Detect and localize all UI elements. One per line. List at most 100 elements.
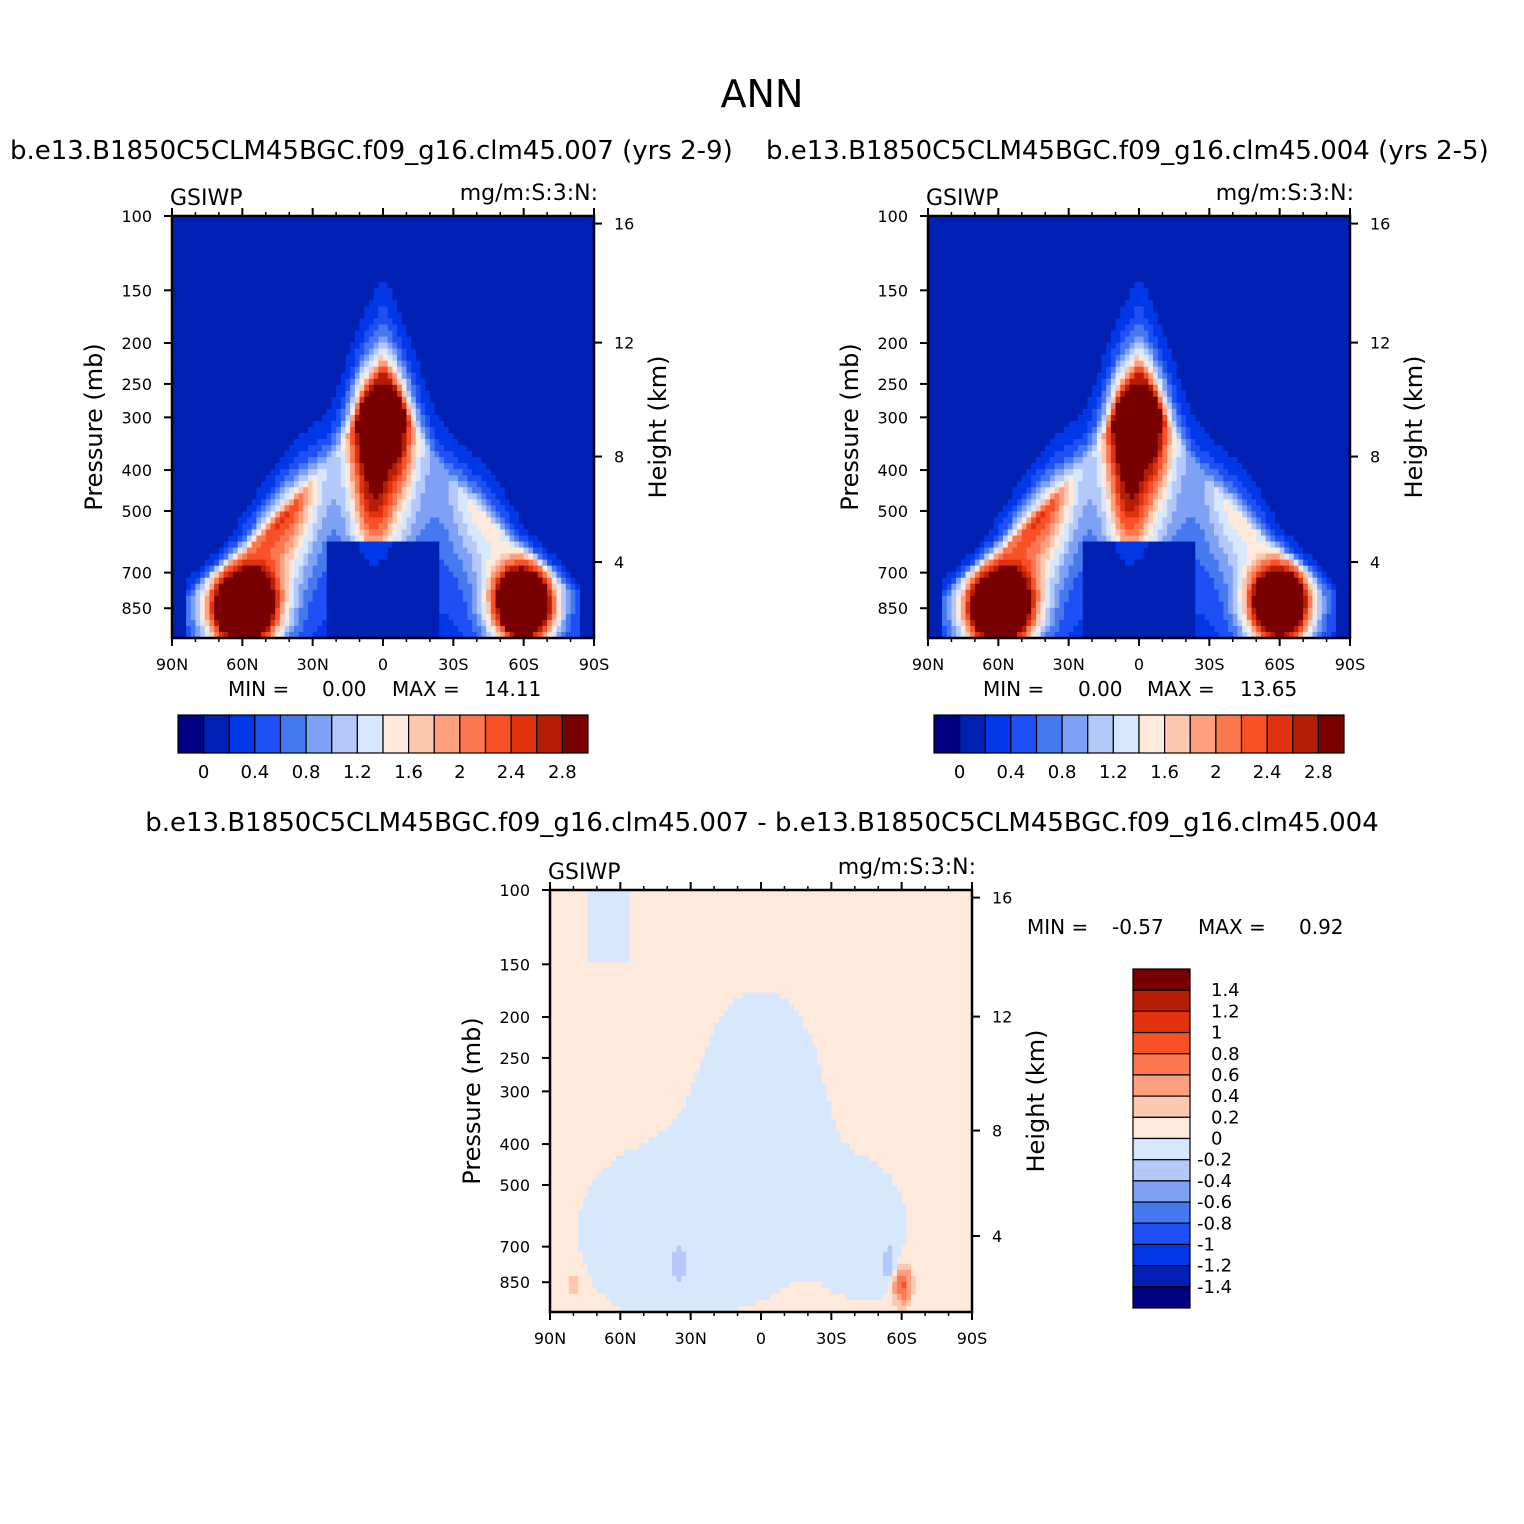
panel1-cell — [247, 264, 253, 271]
panel1-cell — [172, 457, 178, 464]
panel1-cell — [354, 439, 361, 446]
panel1-cell — [317, 258, 323, 265]
panel1-cell — [514, 366, 520, 374]
panel1-cell — [458, 246, 464, 253]
panel1-cell — [429, 228, 436, 235]
panel1-cell — [561, 427, 567, 434]
panel1-cell — [209, 330, 215, 338]
panel1-cell — [265, 288, 272, 295]
panel1-cell — [387, 264, 393, 271]
panel1-cell — [495, 270, 501, 277]
panel1-cell — [181, 234, 187, 241]
panel1-cell — [467, 408, 473, 416]
panel1-cell — [425, 414, 431, 422]
panel1-cell — [504, 396, 511, 404]
panel1-cell — [443, 270, 450, 277]
panel1-cell — [425, 288, 431, 295]
panel1-cell — [251, 457, 257, 464]
panel1-cell — [279, 336, 286, 344]
panel1-cell — [368, 408, 375, 416]
panel1-cell — [354, 529, 361, 537]
panel1-cell — [336, 318, 342, 326]
panel1-cell — [265, 306, 272, 314]
panel1-cell — [270, 318, 276, 326]
panel1-cell — [458, 463, 464, 470]
panel1-cell — [350, 348, 356, 356]
panel1-cell — [204, 511, 211, 519]
panel1-cell — [172, 216, 178, 223]
panel1-cell — [406, 294, 412, 301]
panel1-cell — [270, 216, 276, 223]
panel1-cell — [565, 396, 572, 404]
panel1-cell — [415, 445, 422, 452]
panel1-cell — [518, 300, 525, 308]
panel1-cell — [368, 366, 375, 374]
panel1-cell — [575, 294, 581, 301]
panel1-cell — [453, 475, 459, 482]
panel1-cell — [561, 463, 567, 470]
panel1-cell — [556, 276, 562, 283]
panel1-cell — [575, 541, 581, 549]
panel1-cell — [331, 216, 337, 223]
panel1-cell — [453, 312, 459, 320]
panel1-cell — [237, 246, 243, 253]
panel1-cell — [556, 354, 562, 362]
panel1-cell — [251, 469, 257, 476]
panel1-cell — [434, 348, 440, 356]
panel1-cell — [284, 258, 290, 265]
panel1-cell — [214, 439, 220, 446]
panel1-cell — [251, 360, 257, 368]
panel1-cell — [261, 445, 267, 452]
panel1-cell — [547, 505, 553, 512]
panel1-cell — [186, 384, 192, 392]
panel1-cell — [575, 288, 581, 295]
panel1-cell — [176, 517, 182, 525]
panel1-cell — [242, 330, 248, 338]
panel1-cell — [523, 517, 529, 525]
panel1-cell — [467, 252, 473, 259]
panel1-cell — [411, 487, 417, 494]
panel1-cell — [270, 240, 276, 247]
panel1-cell — [186, 463, 192, 470]
panel1-cell — [214, 541, 220, 549]
panel1-cell — [204, 354, 211, 362]
panel1-cell — [486, 330, 492, 338]
panel1-cell — [387, 234, 393, 241]
panel1-cell — [584, 541, 590, 549]
panel1-cell — [387, 360, 393, 368]
panel1-cell — [579, 234, 586, 241]
panel1-cell — [518, 360, 525, 368]
panel1-cell — [486, 541, 492, 549]
panel1-cell — [561, 481, 567, 488]
panel1-cell — [261, 276, 267, 283]
panel1-cell — [247, 408, 253, 416]
panel1-cell — [373, 427, 379, 434]
panel1-cell — [486, 475, 492, 482]
panel1-cell — [472, 378, 478, 386]
panel1-cell — [429, 384, 436, 392]
panel1-cell — [204, 517, 211, 525]
panel1-cell — [509, 240, 515, 247]
panel1-cell — [458, 457, 464, 464]
panel1-cell — [275, 258, 281, 265]
panel1-cell — [242, 541, 248, 549]
panel1-cell — [312, 427, 318, 434]
panel1-cell — [429, 222, 436, 229]
panel1-cell — [354, 378, 361, 386]
panel1-cell — [429, 505, 436, 512]
panel1-cell — [368, 216, 375, 223]
panel1-cell — [434, 511, 440, 519]
panel1-cell — [214, 216, 220, 223]
panel1-cell — [265, 499, 272, 506]
panel1-cell — [551, 475, 558, 482]
panel1-cell — [279, 451, 286, 458]
panel1-cell — [251, 282, 257, 289]
panel1-cell — [383, 420, 389, 428]
panel1-cell — [298, 378, 304, 386]
panel1-cell — [293, 240, 300, 247]
panel1-cell — [462, 348, 468, 356]
panel1-cell — [467, 318, 473, 326]
panel1-cell — [218, 348, 225, 356]
panel1-cell — [579, 433, 586, 440]
panel1-cell — [533, 529, 539, 537]
